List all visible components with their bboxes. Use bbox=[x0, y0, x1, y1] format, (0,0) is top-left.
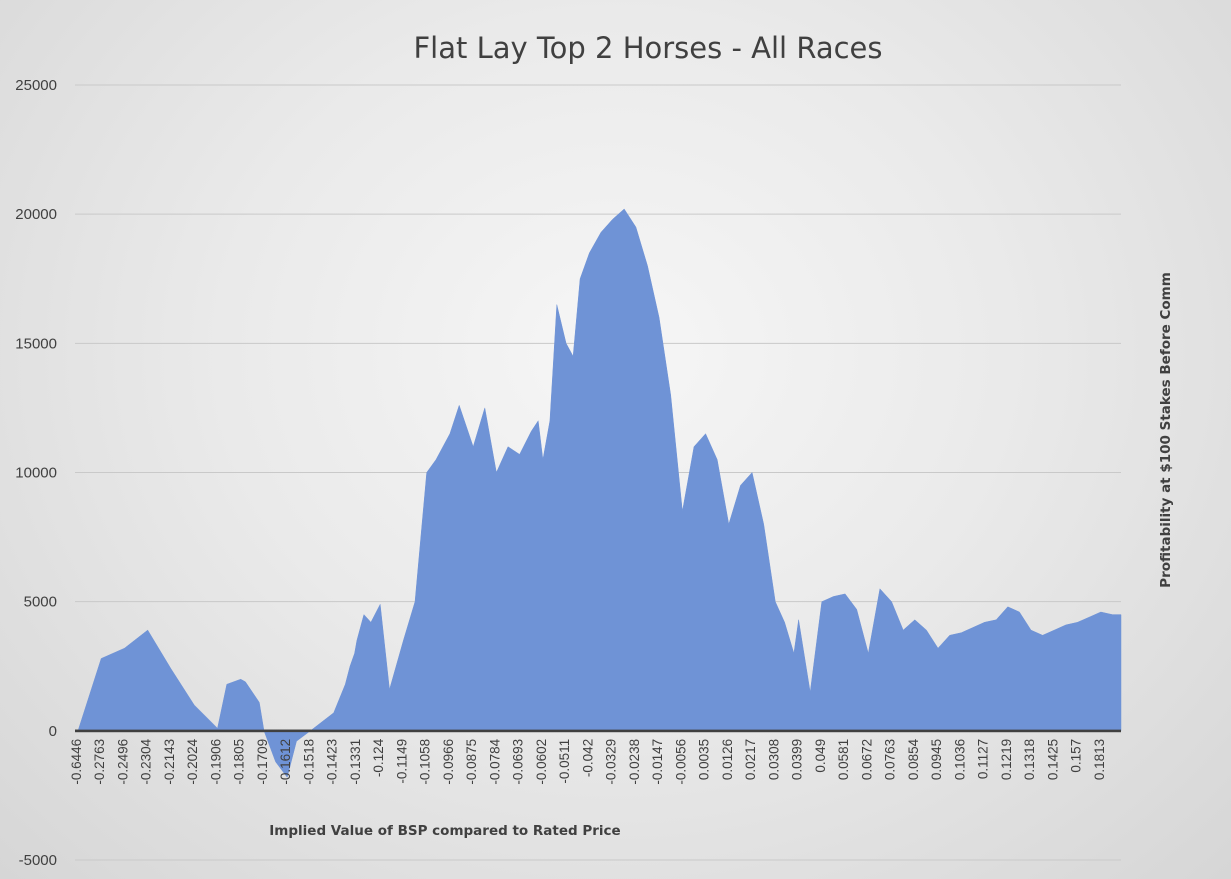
x-tick-label: 0.0217 bbox=[743, 739, 758, 780]
x-tick-label: 0.0581 bbox=[836, 739, 851, 780]
x-tick-label: 0.0035 bbox=[697, 739, 712, 780]
x-tick-label: 0.0854 bbox=[906, 738, 921, 780]
x-tick-label: -0.1058 bbox=[418, 739, 433, 785]
x-tick-label: 0.0126 bbox=[720, 739, 735, 780]
x-tick-label: -0.0329 bbox=[604, 739, 619, 785]
x-tick-label: -0.0147 bbox=[650, 739, 665, 785]
x-tick-label: 0.1318 bbox=[1022, 739, 1037, 780]
x-tick-label: -0.0875 bbox=[464, 739, 479, 785]
x-tick-label: 0.1425 bbox=[1045, 739, 1060, 780]
x-tick-label: -0.6446 bbox=[69, 739, 84, 785]
x-tick-label: -0.2024 bbox=[185, 738, 200, 784]
x-tick-label: -0.0056 bbox=[673, 739, 688, 785]
x-tick-label: -0.1612 bbox=[278, 739, 293, 785]
x-tick-label: -0.2304 bbox=[139, 738, 154, 784]
x-tick-label: -0.0966 bbox=[441, 739, 456, 785]
y-tick-label: 15000 bbox=[15, 335, 57, 352]
y-axis-label: Profitability at $100 Stakes Before Comm bbox=[1158, 272, 1174, 588]
x-tick-label: 0.0945 bbox=[929, 739, 944, 780]
y-tick-label: -5000 bbox=[19, 852, 57, 869]
y-tick-label: 10000 bbox=[15, 465, 57, 482]
y-tick-labels: -5000 0 5000 10000 15000 20000 25000 bbox=[15, 77, 57, 869]
x-tick-label: -0.1805 bbox=[232, 739, 247, 785]
x-tick-label: -0.042 bbox=[580, 739, 595, 777]
x-tick-label: 0.0308 bbox=[766, 739, 781, 780]
x-tick-label: 0.1127 bbox=[976, 739, 991, 779]
y-tick-label: 0 bbox=[49, 723, 57, 740]
x-tick-label: 0.1036 bbox=[952, 739, 967, 780]
y-tick-label: 20000 bbox=[15, 206, 57, 223]
x-tick-label: 0.0672 bbox=[859, 739, 874, 780]
x-tick-label: 0.0399 bbox=[790, 739, 805, 780]
x-tick-label: 0.157 bbox=[1069, 739, 1084, 773]
x-tick-label: -0.2143 bbox=[162, 739, 177, 785]
x-tick-label: -0.2763 bbox=[92, 739, 107, 785]
chart-title: Flat Lay Top 2 Horses - All Races bbox=[413, 31, 882, 65]
area-series-layer bbox=[75, 208, 1122, 778]
x-tick-label: -0.0784 bbox=[487, 738, 502, 784]
x-tick-label: -0.1149 bbox=[394, 739, 409, 784]
y-tick-label: 25000 bbox=[15, 77, 57, 94]
x-tick-label: -0.0693 bbox=[511, 739, 526, 785]
x-axis-label: Implied Value of BSP compared to Rated P… bbox=[269, 823, 620, 839]
x-tick-label: -0.0511 bbox=[557, 739, 572, 784]
x-tick-label: -0.1906 bbox=[209, 739, 224, 785]
area-series bbox=[77, 208, 1122, 778]
x-tick-label: 0.0763 bbox=[883, 739, 898, 780]
x-tick-label: -0.124 bbox=[371, 738, 386, 777]
x-tick-label: 0.1813 bbox=[1092, 739, 1107, 780]
x-tick-label: -0.0238 bbox=[627, 739, 642, 785]
x-tick-label: -0.1518 bbox=[301, 739, 316, 785]
x-tick-label: -0.0602 bbox=[534, 739, 549, 785]
y-tick-label: 5000 bbox=[24, 594, 57, 611]
x-tick-label: -0.1709 bbox=[255, 739, 270, 785]
x-tick-labels: -0.6446 -0.2763 -0.2496 -0.2304 -0.2143 -0.20… bbox=[69, 738, 1107, 784]
x-tick-label: -0.1423 bbox=[325, 739, 340, 785]
x-tick-label: 0.1219 bbox=[999, 739, 1014, 780]
x-tick-label: 0.049 bbox=[813, 739, 828, 773]
x-tick-label: -0.2496 bbox=[116, 739, 131, 785]
x-tick-label: -0.1331 bbox=[348, 739, 363, 785]
